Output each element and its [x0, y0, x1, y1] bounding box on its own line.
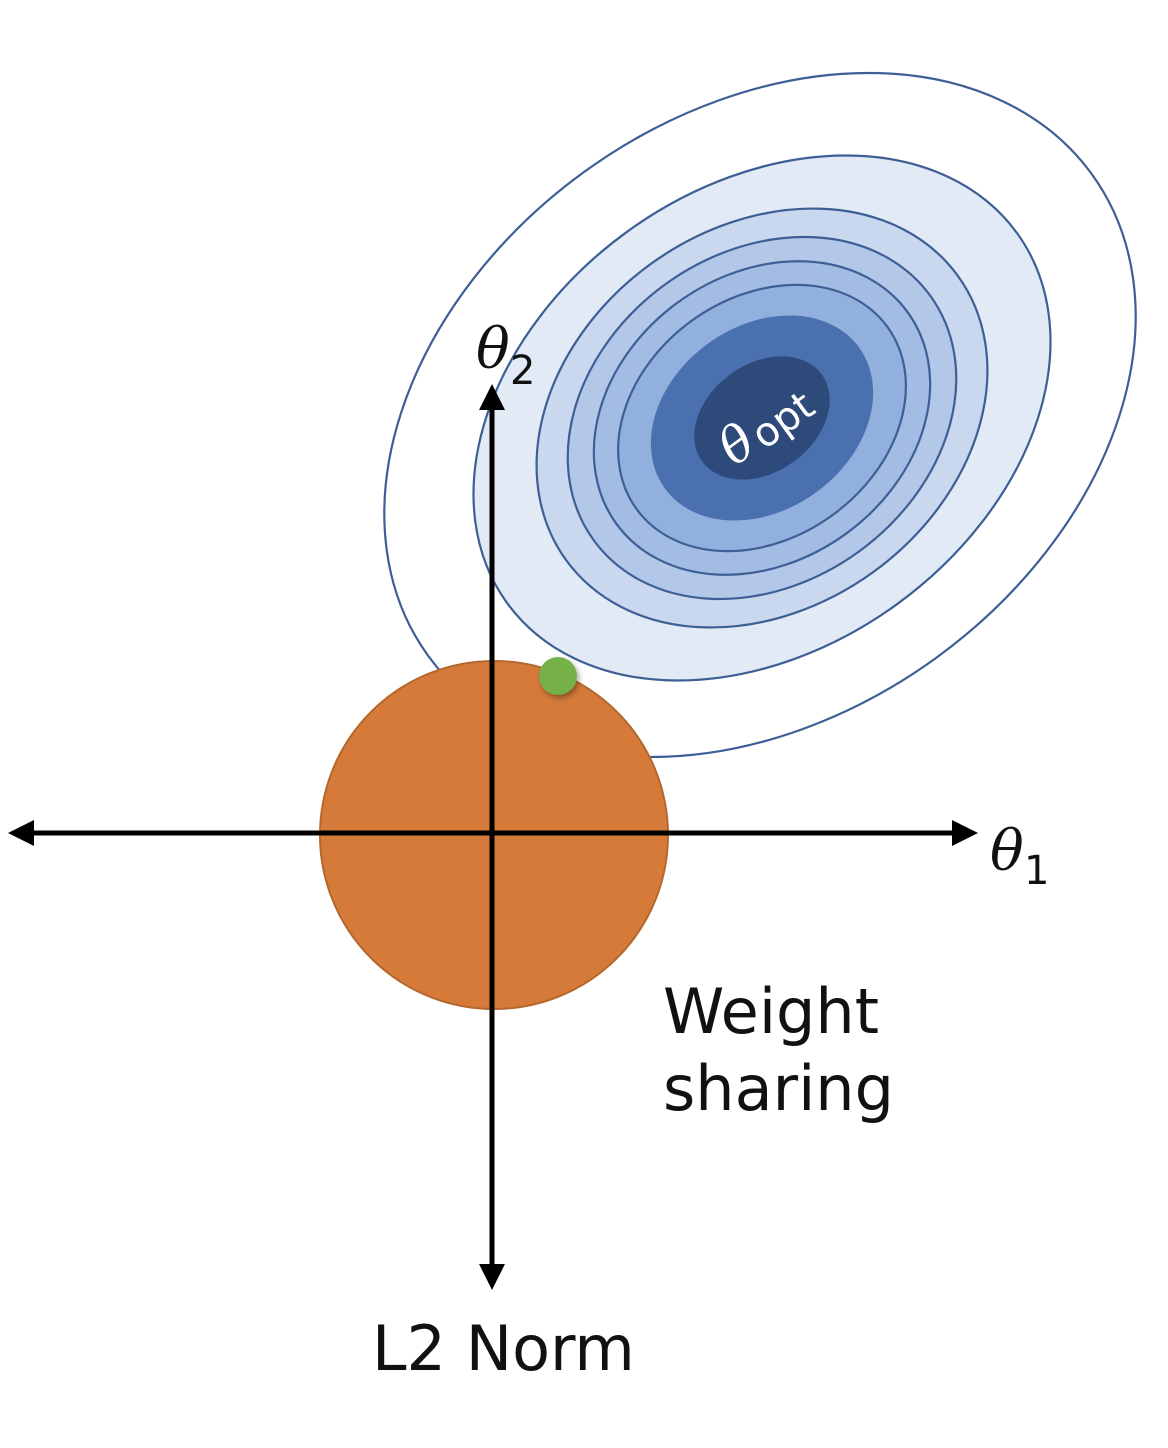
contour-level-8 [694, 356, 830, 480]
theta2-axis-arrow-down [479, 1264, 505, 1290]
theta2-axis-arrow-up [479, 384, 505, 410]
weight-sharing-caption-line1: Weight [663, 975, 879, 1048]
solution-point [539, 657, 577, 695]
theta2-symbol: θ [476, 317, 510, 382]
theta1-subscript: 1 [1024, 848, 1049, 894]
theta1-axis-arrow-right [952, 820, 978, 846]
theta1-axis-arrow-left [8, 820, 34, 846]
theta2-label: θ 2 [476, 317, 535, 394]
theta1-label: θ 1 [990, 819, 1049, 894]
theta2-subscript: 2 [510, 348, 535, 394]
loss-contours [383, 71, 1137, 759]
theta1-symbol: θ [990, 819, 1024, 884]
l2-norm-caption: L2 Norm [372, 1312, 635, 1385]
axes [8, 384, 978, 1290]
weight-sharing-caption-line2: sharing [663, 1052, 894, 1125]
